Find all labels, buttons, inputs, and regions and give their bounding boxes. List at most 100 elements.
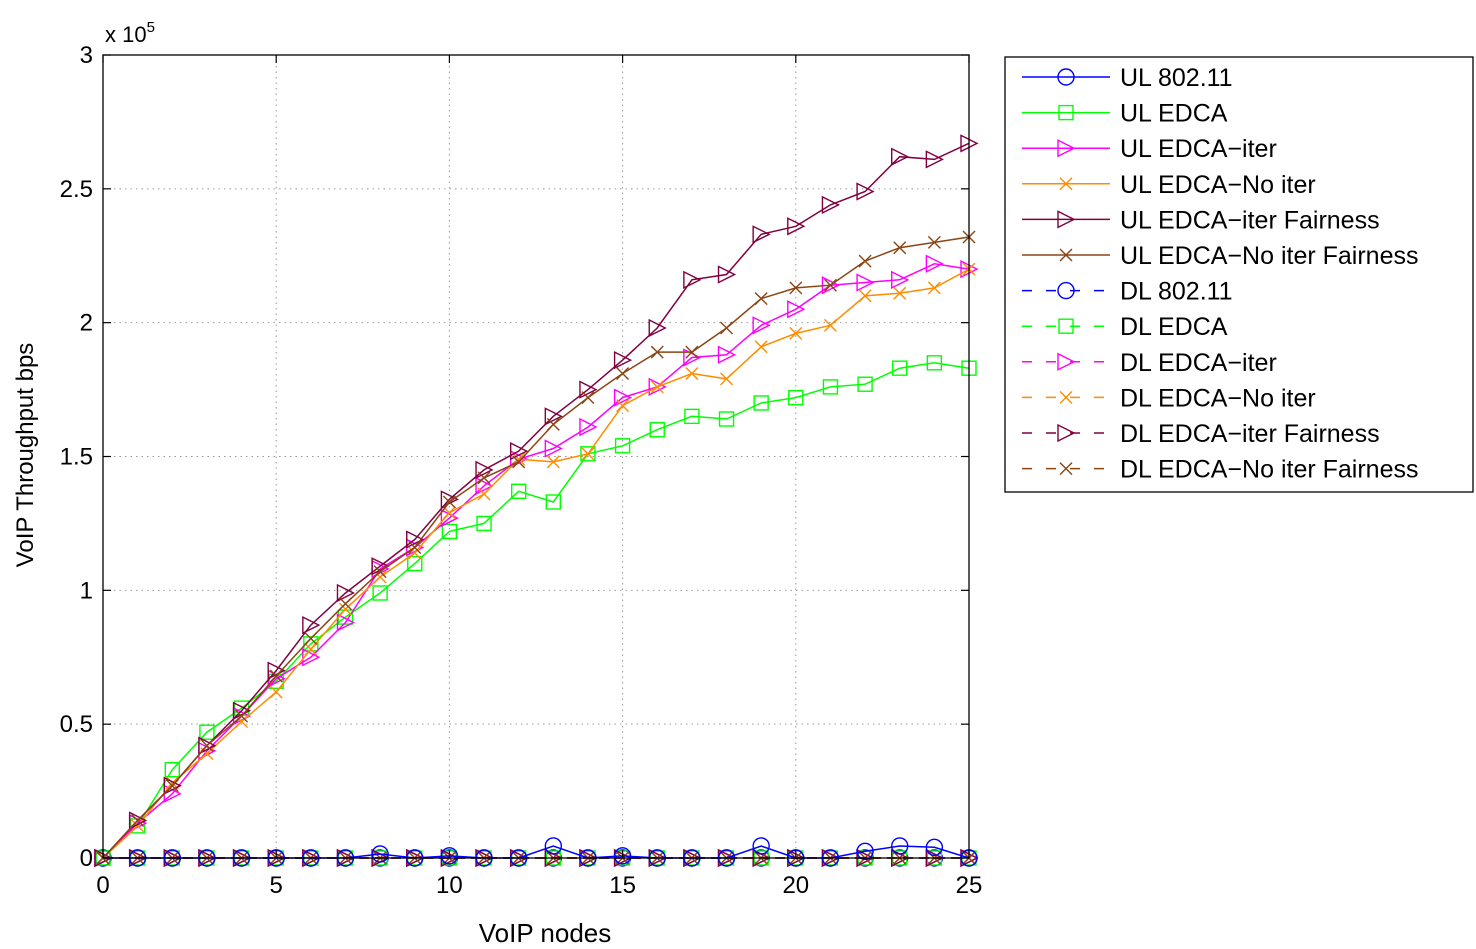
series-5-point bbox=[235, 709, 249, 723]
series-1-point bbox=[407, 555, 423, 572]
series-1-point bbox=[649, 422, 665, 438]
legend-label: UL EDCA−No iter Fairness bbox=[1120, 242, 1418, 270]
series-1-point bbox=[580, 446, 596, 462]
legend-swatch-marker bbox=[1057, 281, 1075, 300]
series-0-point bbox=[371, 845, 389, 863]
series-5 bbox=[96, 230, 976, 865]
x-tick-label: 20 bbox=[782, 872, 809, 899]
series-2-point bbox=[752, 316, 771, 335]
y-tick-label: 0 bbox=[80, 845, 93, 872]
y-tick-label: 1.5 bbox=[60, 444, 93, 471]
series-2-point bbox=[648, 377, 667, 397]
series-3-point bbox=[304, 642, 318, 656]
legend-swatch-marker bbox=[1057, 352, 1076, 371]
series-0-point bbox=[544, 837, 563, 855]
series-5-point bbox=[304, 632, 318, 646]
series-2-point bbox=[717, 345, 737, 364]
series-1-point bbox=[303, 636, 319, 652]
series-1-point bbox=[164, 761, 180, 778]
series-5-point bbox=[927, 235, 941, 249]
series-3-point bbox=[858, 289, 872, 303]
legend-item: DL EDCA−No iter Fairness bbox=[1022, 456, 1418, 484]
y-tick-label: 2 bbox=[80, 310, 93, 337]
legend-label: DL EDCA−No iter bbox=[1120, 384, 1316, 412]
series-2-point bbox=[579, 417, 598, 437]
series-5-point bbox=[131, 814, 145, 828]
series-5-point bbox=[893, 241, 907, 255]
legend-label: UL EDCA−No iter bbox=[1120, 171, 1316, 199]
series-4-point bbox=[752, 225, 771, 244]
series-3-point bbox=[408, 546, 422, 560]
series-5-point bbox=[581, 391, 595, 405]
series-4-point bbox=[475, 460, 494, 480]
series-5-point bbox=[338, 597, 352, 611]
series-5-line bbox=[102, 236, 970, 859]
x-tick-label: 0 bbox=[96, 872, 109, 899]
series-0-point bbox=[613, 847, 632, 865]
y-axis-label: VoIP Throughput bps bbox=[12, 343, 39, 568]
series-1 bbox=[95, 355, 977, 866]
series-4-point bbox=[440, 490, 459, 509]
series-1-point bbox=[199, 724, 215, 740]
legend: UL 802.11 UL EDCA UL EDCA−iter UL EDCA−No i… bbox=[1004, 56, 1474, 493]
legend-item: UL EDCA−No iter Fairness bbox=[1022, 242, 1418, 270]
series-3-point bbox=[269, 685, 283, 699]
series-4-point bbox=[821, 195, 841, 215]
series-0-point bbox=[856, 842, 874, 861]
series-4-point bbox=[717, 265, 737, 284]
x-axis-label: VoIP nodes bbox=[479, 918, 612, 948]
series-2-point bbox=[891, 270, 910, 289]
series-4-point bbox=[232, 701, 252, 720]
series-3-point bbox=[720, 372, 734, 386]
legend-swatch-marker bbox=[1057, 139, 1076, 158]
series-5-point bbox=[546, 417, 560, 431]
legend-label: UL 802.11 bbox=[1120, 64, 1233, 92]
series-1-point bbox=[926, 355, 943, 371]
legend-label: DL EDCA−iter Fairness bbox=[1120, 420, 1380, 448]
series-5-point bbox=[685, 345, 699, 359]
series-2-point bbox=[302, 648, 321, 667]
x-tick-label: 10 bbox=[436, 872, 463, 899]
series-3 bbox=[96, 262, 976, 865]
series-4-point bbox=[891, 147, 910, 166]
series-4-line bbox=[102, 142, 970, 859]
series-5-point bbox=[269, 669, 283, 683]
series-3-point bbox=[927, 281, 941, 295]
series-1-point bbox=[684, 408, 700, 425]
legend-item: DL 802.11 bbox=[1022, 278, 1233, 306]
series-4-point bbox=[302, 615, 321, 635]
plot-frame bbox=[102, 54, 970, 859]
series-1-point bbox=[822, 379, 839, 395]
series-5-point bbox=[754, 292, 768, 306]
x-tick-label: 25 bbox=[956, 872, 983, 899]
series-1-point bbox=[753, 395, 769, 411]
series-4-point bbox=[336, 583, 356, 603]
legend-item: DL EDCA−iter Fairness bbox=[1022, 420, 1380, 448]
legend-item: UL 802.11 bbox=[1022, 64, 1233, 92]
series-1-point bbox=[476, 515, 492, 532]
legend-item: DL EDCA−iter bbox=[1022, 349, 1277, 377]
y-tick-label: 2.5 bbox=[60, 176, 93, 203]
series-3-point bbox=[581, 447, 595, 461]
series-1-point bbox=[718, 411, 735, 427]
series-2-point bbox=[613, 388, 633, 407]
series-2-point bbox=[856, 273, 875, 292]
legend-swatch-marker bbox=[1059, 177, 1073, 191]
series-5-point bbox=[858, 254, 872, 268]
series-4-point bbox=[128, 811, 148, 830]
x-tick-label: 15 bbox=[609, 872, 636, 899]
legend-box bbox=[1004, 56, 1474, 493]
series-4-point bbox=[787, 217, 806, 236]
series-5-point bbox=[373, 565, 387, 579]
y-tick-label: 0.5 bbox=[60, 711, 93, 738]
series-1-point bbox=[441, 523, 458, 540]
series-3-point bbox=[546, 455, 560, 469]
series-3-line bbox=[102, 268, 970, 859]
series-5-point bbox=[442, 495, 456, 509]
y-tick-label: 3 bbox=[80, 42, 93, 69]
legend-label: UL EDCA bbox=[1120, 100, 1228, 128]
series-4-point bbox=[267, 661, 286, 680]
legend-item: UL EDCA−No iter bbox=[1022, 171, 1316, 199]
legend-swatch-marker bbox=[1057, 423, 1076, 443]
